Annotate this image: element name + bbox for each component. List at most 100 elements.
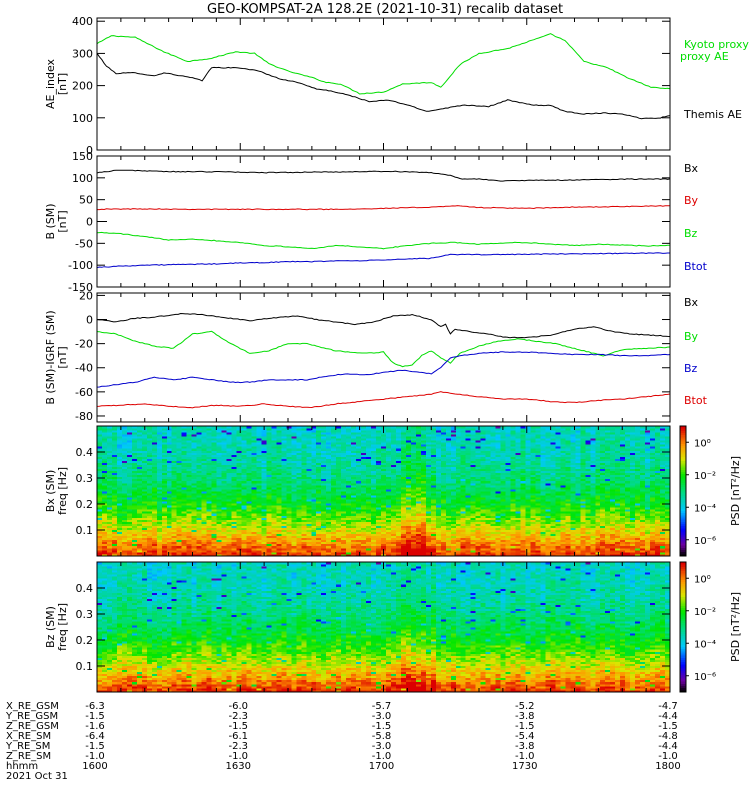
heatmap-cell [206, 531, 212, 535]
heatmap-cell [405, 484, 412, 488]
heatmap-cell [366, 533, 372, 537]
heatmap-cell [336, 462, 342, 465]
heatmap-cell [111, 448, 118, 451]
heatmap-cell [281, 539, 287, 543]
heatmap-cell [281, 529, 287, 533]
heatmap-cell [326, 484, 332, 488]
heatmap-cell [121, 432, 128, 435]
heatmap-cell [151, 527, 158, 530]
heatmap-cell [460, 448, 467, 451]
heatmap-cell [186, 444, 193, 447]
heatmap-cell [455, 456, 462, 459]
heatmap-cell [156, 452, 163, 455]
heatmap-cell [281, 448, 287, 451]
heatmap-cell [276, 527, 282, 530]
heatmap-cell [236, 438, 242, 441]
heatmap-cell [191, 549, 198, 553]
heatmap-cell [390, 503, 397, 506]
heatmap-cell [420, 503, 427, 506]
heatmap-cell [216, 480, 222, 484]
heatmap-cell [161, 531, 168, 535]
heatmap-cell [111, 547, 118, 551]
heatmap-cell [276, 452, 282, 455]
heatmap-cell [311, 462, 317, 465]
heatmap-cell [346, 541, 352, 545]
heatmap-cell [121, 440, 128, 443]
heatmap-cell [146, 454, 153, 457]
heatmap-cell [450, 484, 457, 488]
legend-label: By [684, 194, 699, 207]
heatmap-cell [455, 503, 462, 506]
heatmap-cell [296, 488, 302, 492]
heatmap-cell [251, 466, 257, 470]
heatmap-cell [455, 462, 462, 465]
heatmap-cell [196, 515, 203, 518]
heatmap-cell [97, 497, 103, 500]
heatmap-cell [351, 535, 357, 539]
heatmap-cell [376, 499, 382, 502]
heatmap-cell [321, 430, 327, 433]
heatmap-cell [161, 434, 168, 437]
heatmap-cell [410, 454, 417, 457]
heatmap-cell [101, 527, 108, 530]
heatmap-cell [196, 547, 203, 551]
heatmap-cell [121, 533, 128, 537]
heatmap-cell [256, 541, 262, 545]
heatmap-cell [186, 537, 193, 541]
heatmap-cell [316, 460, 322, 463]
heatmap-cell [151, 432, 158, 435]
heatmap-cell [196, 509, 203, 512]
heatmap-cell [286, 468, 292, 472]
heatmap-cell [201, 537, 208, 541]
heatmap-cell [146, 474, 153, 478]
heatmap-cell [291, 448, 297, 451]
heatmap-cell [211, 448, 217, 451]
heatmap-cell [326, 521, 332, 524]
heatmap-cell [246, 484, 252, 488]
heatmap-cell [376, 448, 382, 451]
heatmap-cell [420, 535, 427, 539]
heatmap-cell [226, 470, 232, 474]
heatmap-cell [256, 535, 262, 539]
heatmap-cell [371, 495, 377, 498]
heatmap-cell [221, 529, 227, 533]
heatmap-cell [221, 436, 227, 439]
heatmap-cell [221, 442, 227, 445]
heatmap-cell [121, 478, 128, 482]
heatmap-cell [231, 507, 237, 510]
heatmap-cell [326, 553, 332, 557]
heatmap-cell [455, 426, 462, 429]
heatmap-cell [221, 448, 227, 451]
heatmap-cell [440, 454, 447, 457]
heatmap-cell [121, 466, 128, 470]
heatmap-cell [316, 527, 322, 530]
heatmap-cell [206, 537, 212, 541]
heatmap-cell [385, 462, 392, 465]
heatmap-cell [271, 468, 277, 472]
heatmap-cell [161, 456, 168, 459]
heatmap-cell [106, 539, 113, 543]
heatmap-cell [371, 434, 377, 437]
heatmap-cell [321, 450, 327, 453]
heatmap-cell [241, 519, 247, 522]
heatmap-cell [440, 537, 447, 541]
heatmap-cell [201, 511, 208, 514]
heatmap-cell [136, 484, 143, 488]
heatmap-cell [400, 438, 407, 441]
heatmap-cell [161, 438, 168, 441]
heatmap-cell [211, 549, 217, 553]
heatmap-cell [246, 525, 252, 528]
heatmap-cell [321, 541, 327, 545]
heatmap-cell [111, 458, 118, 461]
heatmap-cell [146, 505, 153, 508]
heatmap-cell [191, 448, 198, 451]
heatmap-cell [256, 503, 262, 506]
heatmap-cell [136, 470, 143, 474]
heatmap-cell [321, 428, 327, 431]
heatmap-cell [266, 531, 272, 535]
heatmap-cell [101, 472, 108, 476]
heatmap-cell [356, 539, 362, 543]
heatmap-cell [286, 486, 292, 490]
heatmap-cell [251, 537, 257, 541]
heatmap-cell [455, 545, 462, 549]
